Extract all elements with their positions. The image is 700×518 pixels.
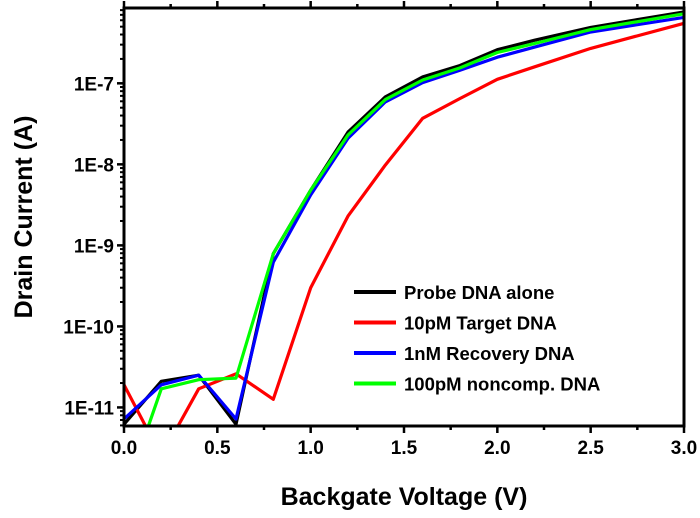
x-tick-label: 3.0 [671,438,697,459]
legend-label: 100pM noncomp. DNA [404,374,600,395]
series-layer [124,10,684,426]
legend-label: 10pM Target DNA [404,313,557,334]
legend-label: 1nM Recovery DNA [404,343,575,364]
x-tick-label: 2.0 [484,438,510,459]
legend: Probe DNA alone 10pM Target DNA 1nM Recove… [354,282,600,395]
series-line-2 [124,15,684,421]
y-tick-label: 1E-7 [74,74,114,95]
ticks-layer: 0.0 0.5 1.0 1.5 2.0 2.5 3.0 1E-11 1E-10 1E-9 1E-8 1… [63,1,697,459]
y-tick-label: 1E-11 [64,398,114,419]
x-tick-label: 2.5 [577,438,604,459]
x-tick-label: 0.0 [111,438,137,459]
x-tick-label: 1.0 [297,438,323,459]
legend-label: Probe DNA alone [404,282,554,303]
series-line-3 [146,12,684,426]
y-tick-label: 1E-8 [74,155,114,176]
y-tick-label: 1E-9 [74,236,114,257]
y-axis-label: Drain Current (A) [10,116,38,319]
y-tick-label: 1E-10 [63,317,114,338]
x-tick-label: 0.5 [204,438,231,459]
x-axis-label: Backgate Voltage (V) [281,483,528,511]
x-tick-label: 1.5 [391,438,418,459]
series-line-1 [124,21,684,426]
